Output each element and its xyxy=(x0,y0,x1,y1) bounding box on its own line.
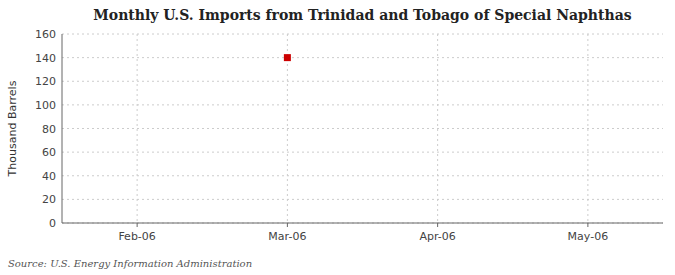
y-grid-line xyxy=(62,223,663,224)
marks xyxy=(284,54,291,61)
y-grid-line xyxy=(62,57,663,58)
y-grid-line xyxy=(62,175,663,176)
axes: 0 20 40 60 80 100 120 140 160 Feb-06 Mar-06 Apr-06 M… xyxy=(35,28,663,243)
x-grid-line xyxy=(287,34,288,223)
x-tick-label: Mar-06 xyxy=(268,230,306,243)
x-tick-label: Apr-06 xyxy=(419,230,455,243)
x-tick xyxy=(587,223,588,227)
x-grid-line xyxy=(137,34,138,223)
x-grid-line xyxy=(587,34,588,223)
y-tick-label: 140 xyxy=(35,52,56,65)
y-grid-line xyxy=(62,128,663,129)
x-tick-label: Feb-06 xyxy=(118,230,155,243)
x-tick xyxy=(137,223,138,227)
x-axis-line xyxy=(62,223,663,224)
y-grid-line xyxy=(62,34,663,35)
y-axis-line xyxy=(62,34,63,223)
y-tick-label: 160 xyxy=(35,28,56,41)
grid xyxy=(62,34,663,223)
chart-container: 0 20 40 60 80 100 120 140 160 Feb-06 Mar-06 Apr-06 M… xyxy=(0,0,675,275)
y-tick-label: 100 xyxy=(35,99,56,112)
x-tick xyxy=(287,223,288,227)
y-tick-label: 120 xyxy=(35,75,56,88)
y-grid-line xyxy=(62,104,663,105)
y-tick-label: 0 xyxy=(49,217,56,230)
x-grid-line xyxy=(437,34,438,223)
y-grid-line xyxy=(62,81,663,82)
y-tick-label: 40 xyxy=(42,170,56,183)
y-tick-label: 60 xyxy=(42,146,56,159)
chart-svg: 0 20 40 60 80 100 120 140 160 Feb-06 Mar-06 Apr-06 M… xyxy=(0,0,675,275)
x-tick xyxy=(437,223,438,227)
title: Monthly U.S. Imports from Trinidad and T… xyxy=(93,7,631,23)
source: Source: U.S. Energy Information Administ… xyxy=(8,258,252,269)
y-grid-line xyxy=(62,199,663,200)
y-tick-label: 20 xyxy=(42,193,56,206)
y-axis-label: Thousand Barrels xyxy=(6,80,19,177)
data-point xyxy=(284,54,291,61)
y-tick-label: 80 xyxy=(42,123,56,136)
y-grid-line xyxy=(62,152,663,153)
x-tick-label: May-06 xyxy=(568,230,609,243)
